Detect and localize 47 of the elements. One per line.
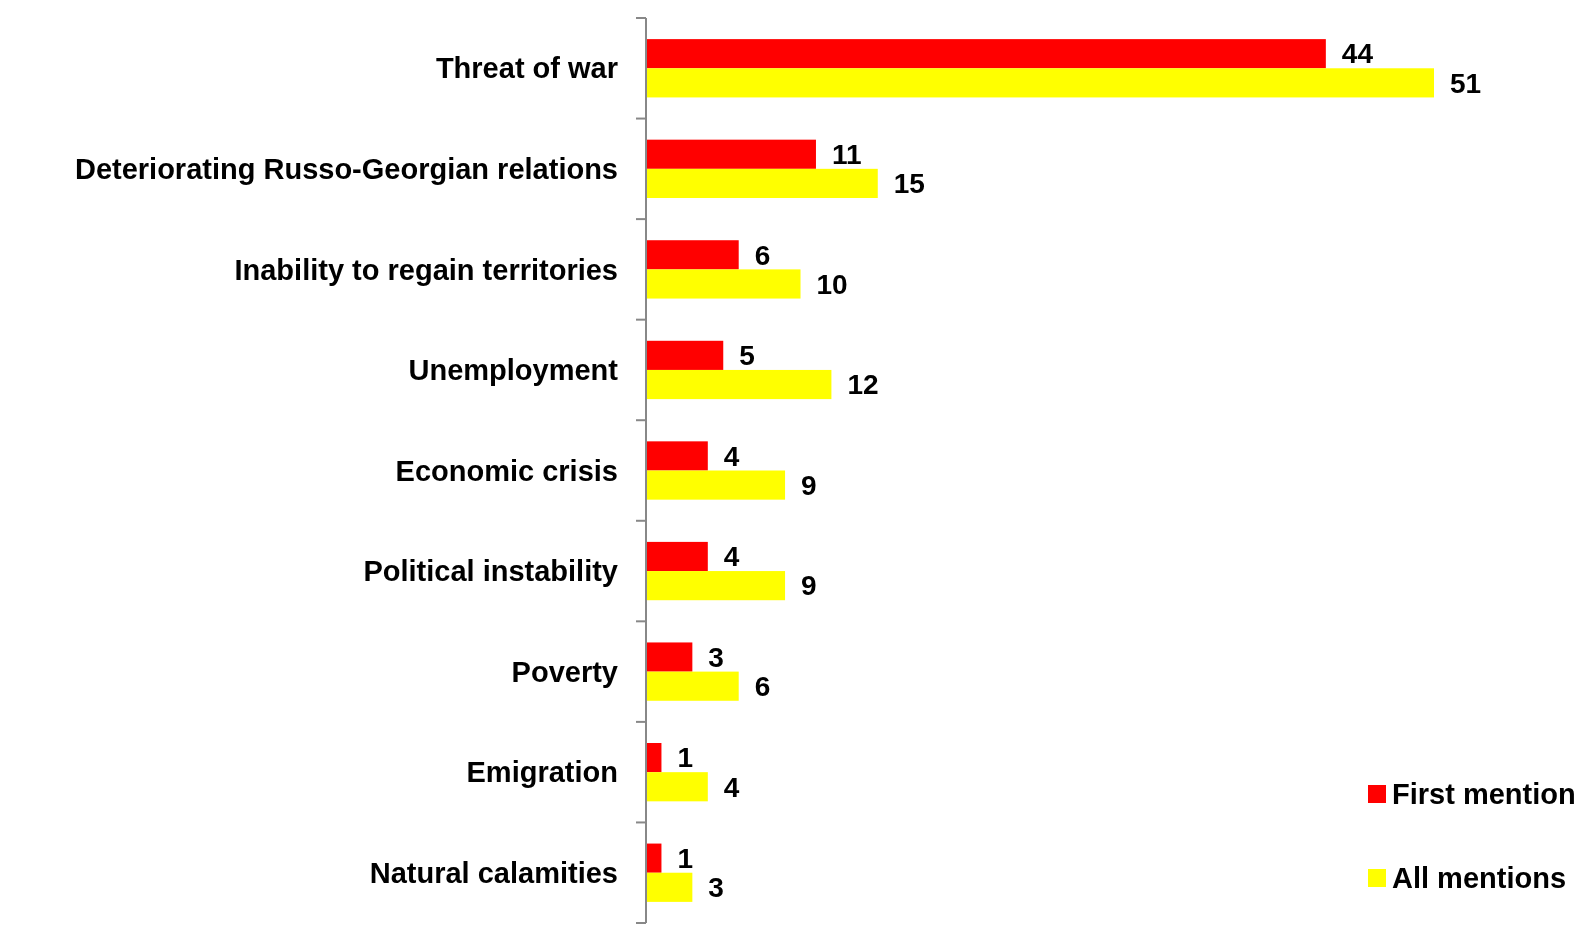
bar xyxy=(646,843,662,873)
bar xyxy=(646,642,693,672)
data-label: 6 xyxy=(754,239,771,271)
data-label: 1 xyxy=(677,842,694,874)
bar xyxy=(646,470,786,500)
data-label: 12 xyxy=(847,369,879,401)
bar xyxy=(646,269,801,299)
bar xyxy=(646,571,786,601)
bar xyxy=(646,68,1434,98)
y-tick-label: Deteriorating Russo-Georgian relations xyxy=(74,152,618,185)
data-label: 4 xyxy=(723,440,740,472)
bar xyxy=(646,743,662,773)
legend-label: All mentions xyxy=(1392,862,1567,895)
data-label: 1 xyxy=(677,742,694,774)
data-label: 5 xyxy=(739,340,755,372)
y-tick-label: Natural calamities xyxy=(369,856,618,889)
y-tick-label: Emigration xyxy=(466,756,618,789)
y-tick-label: Threat of war xyxy=(435,52,618,85)
data-label: 4 xyxy=(723,771,740,803)
bar xyxy=(646,168,878,198)
data-label: 9 xyxy=(801,469,817,501)
y-tick-label: Unemployment xyxy=(408,354,619,387)
data-label: 51 xyxy=(1450,67,1482,99)
data-label: 15 xyxy=(893,168,925,200)
data-label: 3 xyxy=(708,872,724,904)
data-label: 10 xyxy=(816,268,848,300)
data-label: 44 xyxy=(1341,38,1374,70)
data-label: 3 xyxy=(708,641,724,673)
bar xyxy=(646,340,724,370)
bar xyxy=(646,671,739,701)
bar xyxy=(646,772,708,802)
y-tick-label: Economic crisis xyxy=(395,454,618,487)
bar xyxy=(646,139,816,169)
bar xyxy=(646,240,739,270)
bar xyxy=(646,39,1326,69)
data-label: 6 xyxy=(754,670,771,702)
y-tick-label: Political instability xyxy=(363,555,618,588)
bar xyxy=(646,369,832,400)
y-tick-label: Poverty xyxy=(511,655,618,688)
bar xyxy=(646,541,708,572)
data-label: 4 xyxy=(723,541,740,573)
bar xyxy=(646,872,693,902)
bar xyxy=(646,441,708,471)
data-label: 9 xyxy=(801,570,817,602)
y-tick-label: Inability to regain territories xyxy=(234,253,618,286)
data-label: 11 xyxy=(831,139,862,171)
legend-label: First mention xyxy=(1392,778,1576,811)
